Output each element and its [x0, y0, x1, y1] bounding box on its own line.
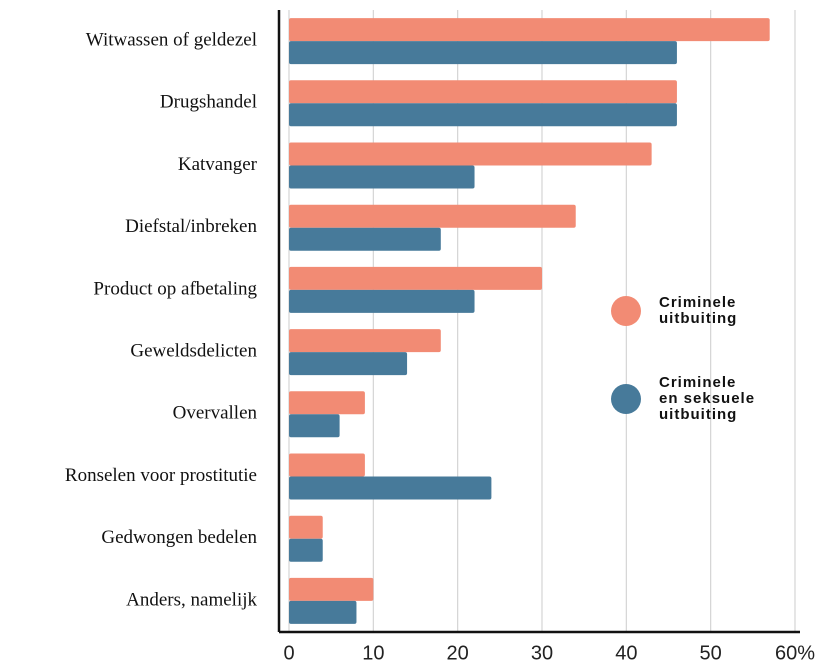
legend-swatch — [611, 384, 641, 414]
legend-item: Criminele en seksuele uitbuiting — [611, 375, 781, 423]
bar — [289, 289, 475, 313]
x-tick-label: 10 — [362, 642, 384, 664]
x-tick-label: 40 — [615, 642, 637, 664]
bar — [289, 329, 441, 353]
bar — [289, 600, 357, 624]
x-tick-label: 0 — [283, 642, 294, 664]
bar — [289, 41, 677, 65]
bar — [289, 80, 677, 104]
y-tick-label: Overvallen — [173, 403, 258, 424]
y-tick-label: Anders, namelijk — [126, 589, 257, 610]
x-tick-label: 30 — [531, 642, 553, 664]
bar — [289, 227, 441, 251]
y-tick-label: Diefstal/inbreken — [125, 216, 257, 237]
legend-swatch — [611, 296, 641, 326]
bar — [289, 266, 542, 290]
y-tick-label: Katvanger — [178, 154, 258, 175]
bar — [289, 577, 374, 601]
bar — [289, 18, 770, 42]
bar — [289, 476, 492, 500]
x-tick-label: 60% — [775, 642, 815, 664]
y-tick-label: Geweldsdelicten — [130, 340, 257, 361]
legend-label: Criminele en seksuele uitbuiting — [659, 374, 756, 423]
x-tick-label: 50 — [700, 642, 722, 664]
y-tick-label: Drugshandel — [160, 92, 257, 113]
bar — [289, 352, 408, 376]
x-tick-label: 20 — [447, 642, 469, 664]
bar — [289, 414, 340, 438]
bar — [289, 204, 576, 228]
legend-item: Criminele uitbuiting — [611, 295, 781, 327]
legend-label: Criminele uitbuiting — [659, 294, 738, 327]
y-tick-label: Product op afbetaling — [93, 278, 257, 299]
y-tick-label: Gedwongen bedelen — [101, 527, 257, 548]
bar — [289, 103, 677, 127]
bar — [289, 165, 475, 189]
bar — [289, 391, 365, 415]
bar — [289, 142, 652, 166]
y-tick-label: Ronselen voor prostitutie — [65, 465, 257, 486]
bar — [289, 515, 323, 539]
bar — [289, 453, 365, 477]
y-tick-label: Witwassen of geldezel — [86, 29, 257, 50]
bar — [289, 538, 323, 562]
